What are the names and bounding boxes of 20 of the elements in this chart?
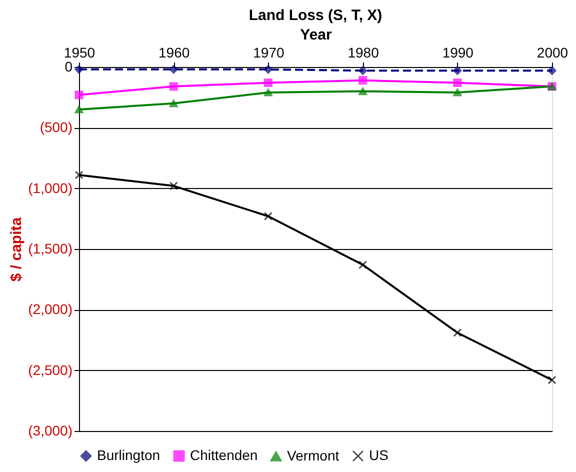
y-tick-label: 0 <box>64 58 73 74</box>
x-tick-label: 1950 <box>64 44 96 60</box>
y-tick-label: (2,500) <box>28 362 72 378</box>
legend-label: US <box>369 447 388 463</box>
x-tick-label: 1990 <box>442 44 474 60</box>
x-tick-label: 1980 <box>348 44 380 60</box>
y-tick-label: (3,000) <box>28 422 72 438</box>
y-tick-label: (1,000) <box>28 180 72 196</box>
y-tick-label: (2,000) <box>28 301 72 318</box>
legend-label: Burlington <box>97 447 160 463</box>
y-tick-label: (1,500) <box>28 240 72 256</box>
y-axis-title: $ / capita <box>8 216 26 282</box>
x-tick-label: 2000 <box>536 44 568 60</box>
y-tick-label: (500) <box>40 119 72 136</box>
x-axis-title: Year <box>300 26 332 44</box>
x-tick-label: 1960 <box>158 44 190 60</box>
legend-label: Vermont <box>287 447 340 464</box>
x-tick-label: 1970 <box>253 44 284 60</box>
chart-title: Land Loss (S, T, X) <box>248 7 382 24</box>
legend-label: Chittenden <box>190 447 258 463</box>
